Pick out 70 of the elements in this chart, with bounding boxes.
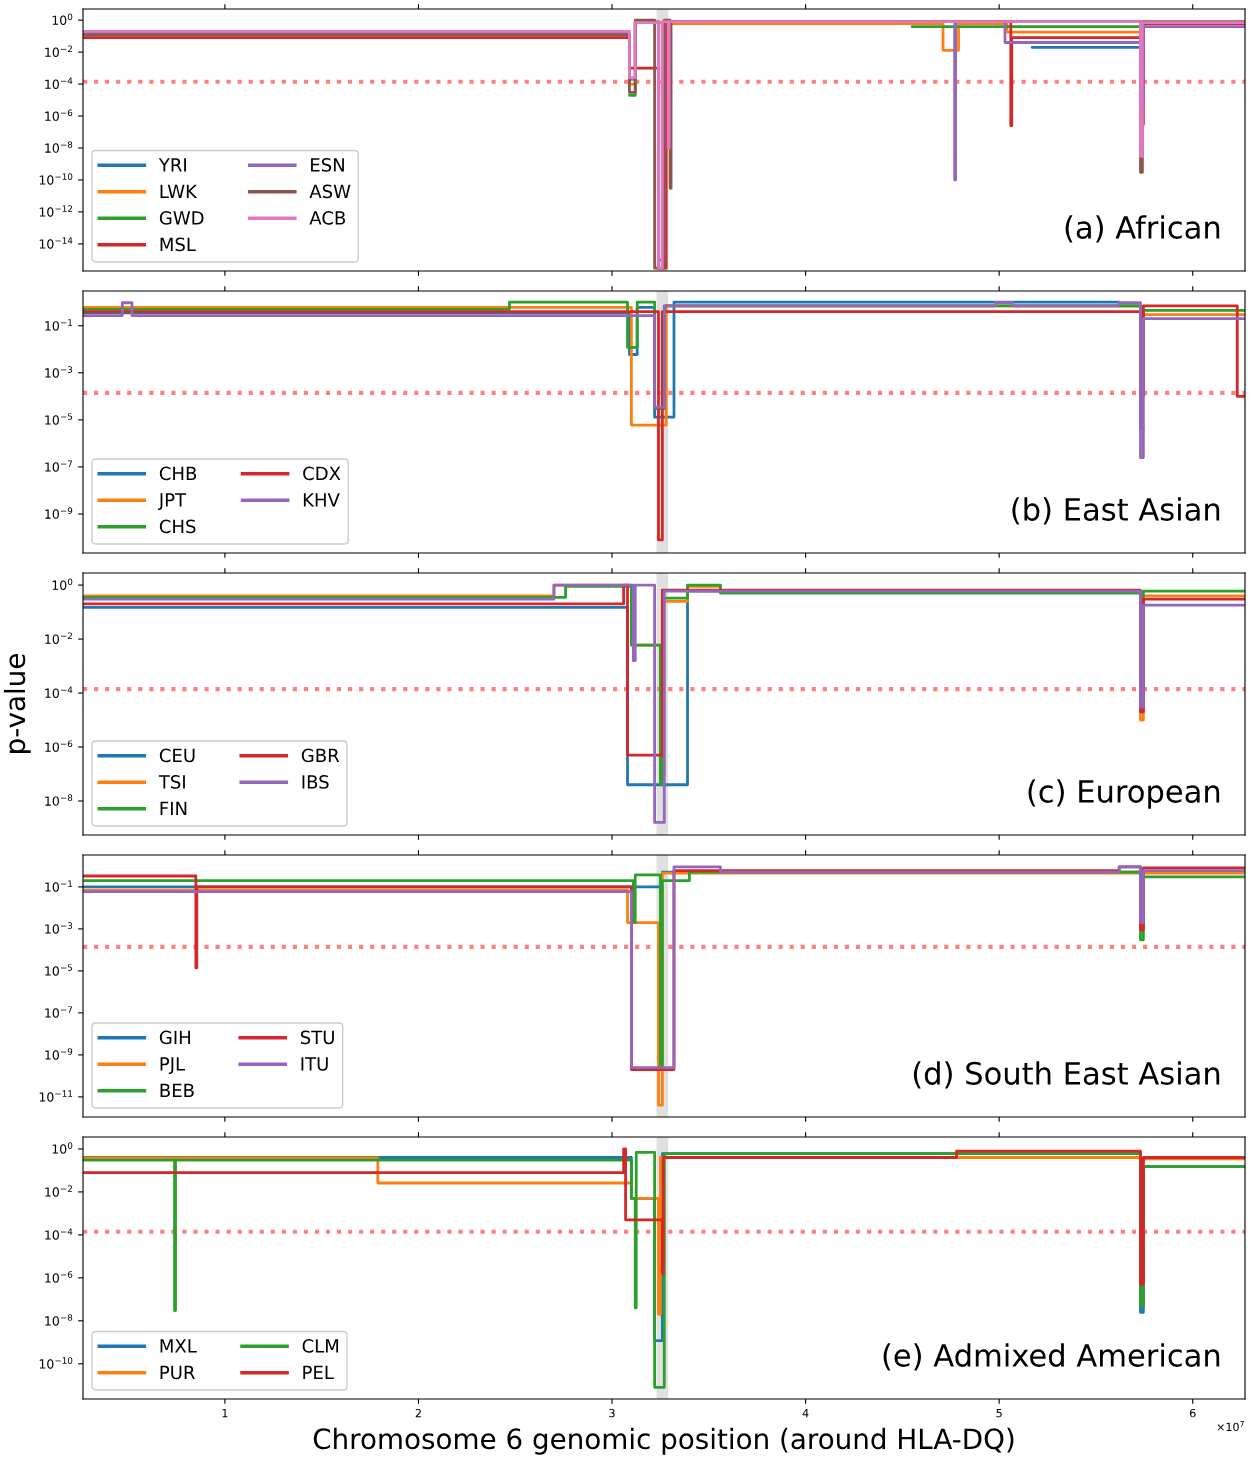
legend-label: ESN [311,158,344,172]
legend-label: MXL [160,1339,197,1353]
legend-label: LWK [160,184,198,198]
y-tick-label: 10$^{−3}$ [45,366,73,378]
legend-label: YRI [158,158,186,172]
y-tick-label: 10$^{−7}$ [45,460,73,472]
y-axis-title: p-value [3,654,31,753]
legend-label: GWD [159,211,204,225]
x-tick-label: 4 [802,1409,809,1418]
legend-label: MSL [160,237,196,252]
y-tick-label: 10$^{−4}$ [45,77,73,89]
x-tick-label: 1 [222,1409,228,1418]
annotation: (b) East Asian [1012,497,1220,525]
legend-label: CHB [159,466,197,481]
legend-label: GBR [301,748,340,763]
y-tick-label: 10$^{−9}$ [45,1048,73,1060]
y-tick-label: 10$^{−8}$ [45,794,73,806]
y-tick-label: 10$^{−2}$ [45,632,72,644]
legend-label: IBS [302,775,329,789]
y-tick-label: 10$^{−6}$ [45,1271,73,1283]
annotation: (e) Admixed American [883,1343,1220,1371]
legend-label: CHS [159,519,196,534]
y-tick-label: 10$^{−8}$ [45,141,73,153]
y-tick-label: 10$^{−5}$ [45,964,73,976]
x-tick-label: 2 [415,1408,421,1418]
y-tick-label: 10$^{−8}$ [45,1314,73,1326]
x-axis-title: Chromosome 6 genomic position (around HLA-DQ) [313,1427,1014,1455]
legend-label: PEL [303,1365,334,1379]
y-tick-label: 10$^{−10}$ [39,1357,73,1369]
y-tick-label: 10$^{0}$ [52,13,73,25]
legend-label: BEB [160,1083,194,1097]
text: ×10$^{7}$ [1217,1421,1244,1432]
legend-label: CEU [159,748,195,763]
y-tick-label: 10$^{−4}$ [45,1228,73,1240]
y-tick-label: 10$^{−1}$ [45,319,73,331]
y-tick-label: 10$^{−3}$ [45,922,73,934]
legend-label: ASW [309,184,351,199]
y-tick-label: 10$^{−1}$ [45,880,73,892]
y-tick-label: 10$^{−5}$ [45,413,73,425]
legend-label: CLM [302,1339,339,1353]
legend-label: ACB [309,211,346,225]
y-tick-label: 10$^{−2}$ [45,1185,72,1197]
x-tick-label: 3 [609,1408,615,1418]
y-tick-label: 10$^{0}$ [52,1142,73,1154]
legend-label: FIN [160,801,187,815]
legend-label: PUR [160,1365,195,1380]
y-tick-label: 10$^{−10}$ [39,173,73,185]
legend-label: ITU [301,1057,328,1071]
legend-label: PJL [160,1057,186,1075]
y-tick-label: 10$^{−7}$ [45,1006,73,1018]
y-tick-label: 10$^{−9}$ [45,507,73,519]
y-tick-label: 10$^{−12}$ [39,205,73,217]
y-tick-label: 10$^{−6}$ [45,740,73,752]
legend-label: JPT [157,493,187,511]
annotation: (d) South East Asian [913,1061,1220,1089]
y-tick-label: 10$^{−4}$ [45,686,73,698]
y-tick-label: 10$^{0}$ [52,578,73,590]
y-tick-label: 10$^{−6}$ [45,109,73,121]
y-tick-label: 10$^{−14}$ [39,237,73,249]
legend-label: GIH [159,1030,190,1045]
legend-label: KHV [303,493,340,507]
legend-label: TSI [158,775,185,789]
legend-label: STU [300,1030,334,1045]
annotation: (c) European [1028,779,1220,809]
y-tick-label: 10$^{−11}$ [39,1090,73,1102]
y-tick-label: 10$^{−2}$ [45,45,72,57]
x-tick-label: 5 [996,1409,1002,1418]
legend-label: CDX [303,466,341,481]
annotation: (a) African [1065,215,1220,243]
x-tick-label: 6 [1189,1408,1196,1418]
